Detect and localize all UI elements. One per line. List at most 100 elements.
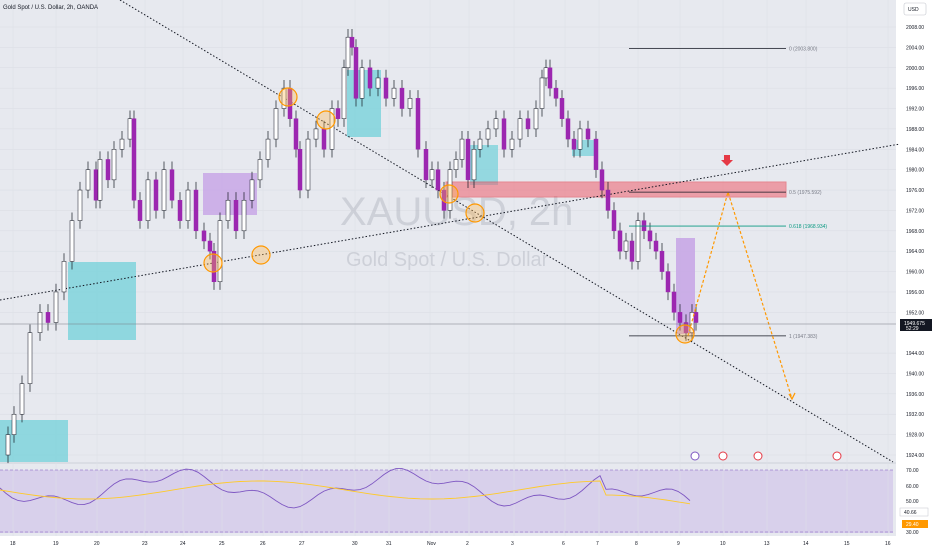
candle-up (539, 77, 545, 109)
projection-path[interactable] (687, 189, 796, 401)
candle-down (571, 138, 577, 150)
time-tick-label: 10 (720, 541, 726, 547)
candle-down (193, 189, 199, 232)
candle-up (217, 220, 223, 283)
candle-down (629, 240, 635, 262)
candle-up (257, 159, 263, 181)
time-axis-labels: 18 19 20 23 24 25 26 27 30 31 Nov 2 3 6 7 8 9 10 13 14 15 16 (10, 541, 891, 547)
fib-level-label: 1 (1947.383) (789, 334, 818, 340)
candle-down (465, 138, 471, 181)
fib-retracement[interactable]: 0 (2003.800) 0.5 (1975.592) 0.618 (1968.93… (629, 46, 827, 340)
candle-down (367, 67, 373, 89)
time-tick-label: 13 (764, 541, 770, 547)
candle-up (85, 169, 91, 191)
candle-up (111, 149, 117, 181)
highlight-circle (316, 110, 336, 130)
flag-us-icon[interactable] (753, 451, 763, 461)
candle-up (375, 77, 381, 89)
candle-up (249, 179, 255, 201)
candle-down (501, 118, 507, 150)
candle-up (161, 169, 167, 211)
candle-up (359, 67, 365, 99)
price-tick-label: 1932.00 (906, 412, 924, 418)
highlight-circle (465, 203, 485, 223)
candle-down (559, 98, 565, 119)
time-tick-label: 9 (677, 541, 680, 547)
price-tick-label: 1976.00 (906, 188, 924, 194)
candle-down (321, 128, 327, 150)
candle-up (185, 189, 191, 221)
event-icon[interactable] (690, 451, 700, 461)
rsi-line (0, 468, 691, 509)
candle-down (617, 230, 623, 252)
price-tick-label: 2004.00 (906, 45, 924, 51)
candle-down (169, 169, 175, 201)
price-tick-label: 1924.00 (906, 453, 924, 459)
candle-up (11, 413, 17, 435)
candle-up (533, 108, 539, 130)
rsi-tick-label: 50.00 (906, 499, 919, 505)
candle-up (329, 108, 335, 150)
candle-up (471, 149, 477, 181)
candle-down (611, 210, 617, 232)
flag-us-icon[interactable] (718, 451, 728, 461)
candle-down (547, 67, 553, 89)
candle-up (69, 220, 75, 262)
fib-level-label: 0 (2003.800) (789, 46, 818, 52)
event-markers[interactable] (690, 451, 842, 461)
candle-up (305, 138, 311, 191)
fib-level-label: 0.5 (1975.592) (789, 190, 822, 196)
candle-down (105, 159, 111, 181)
rsi-indicator[interactable] (0, 468, 691, 509)
price-tick-label: 1968.00 (906, 229, 924, 235)
time-tick-label: 31 (386, 541, 392, 547)
zones-layer (0, 70, 787, 462)
candle-up (53, 291, 59, 323)
currency-button[interactable] (903, 2, 927, 16)
candle-down (93, 169, 99, 201)
resistance-zone[interactable] (445, 181, 787, 198)
time-tick-label: 27 (299, 541, 305, 547)
candle-up (37, 312, 43, 333)
price-axis[interactable] (896, 0, 932, 536)
candle-up (145, 179, 151, 221)
candle-down (353, 47, 359, 99)
candle-down (683, 322, 689, 333)
candle-up (493, 118, 499, 130)
candle-down (177, 199, 183, 221)
time-tick-label: 23 (142, 541, 148, 547)
currency-button-label: USD (908, 7, 919, 13)
rsi-tick-label: 60.00 (906, 484, 919, 490)
candle-up (265, 138, 271, 160)
candle-down (605, 189, 611, 211)
candle-down (585, 128, 591, 140)
price-tick-label: 1940.00 (906, 371, 924, 377)
price-tick-label: 1992.00 (906, 107, 924, 113)
down-arrow-icon (721, 155, 733, 166)
chart-title: Gold Spot / U.S. Dollar, 2h, OANDA (3, 5, 98, 11)
candle-up (509, 138, 515, 150)
candle-up (391, 87, 397, 99)
demand-zone-0 (0, 420, 68, 462)
candle-up (5, 434, 11, 456)
price-axis-labels: 2008.00 2004.00 2000.00 1996.00 1992.00 1988.… (906, 25, 924, 459)
rsi-axis-labels: 70.00 60.00 50.00 30.00 (0, 468, 919, 536)
rsi-ma-line (0, 480, 691, 505)
candle-up (119, 138, 125, 150)
candle-down (677, 312, 683, 323)
candle-up (61, 261, 67, 293)
candle-down (665, 271, 671, 293)
current-price-badge (900, 319, 932, 331)
rsi-tick-label: 30.00 (906, 530, 919, 536)
flag-us-icon[interactable] (832, 451, 842, 461)
candle-down (553, 87, 559, 99)
candle-down (565, 118, 571, 140)
time-tick-label: 15 (844, 541, 850, 547)
candle-down (293, 118, 299, 150)
descending-trendline[interactable] (119, 0, 894, 463)
price-tick-label: 1960.00 (906, 270, 924, 276)
candle-down (153, 179, 159, 211)
time-axis[interactable] (0, 536, 932, 550)
